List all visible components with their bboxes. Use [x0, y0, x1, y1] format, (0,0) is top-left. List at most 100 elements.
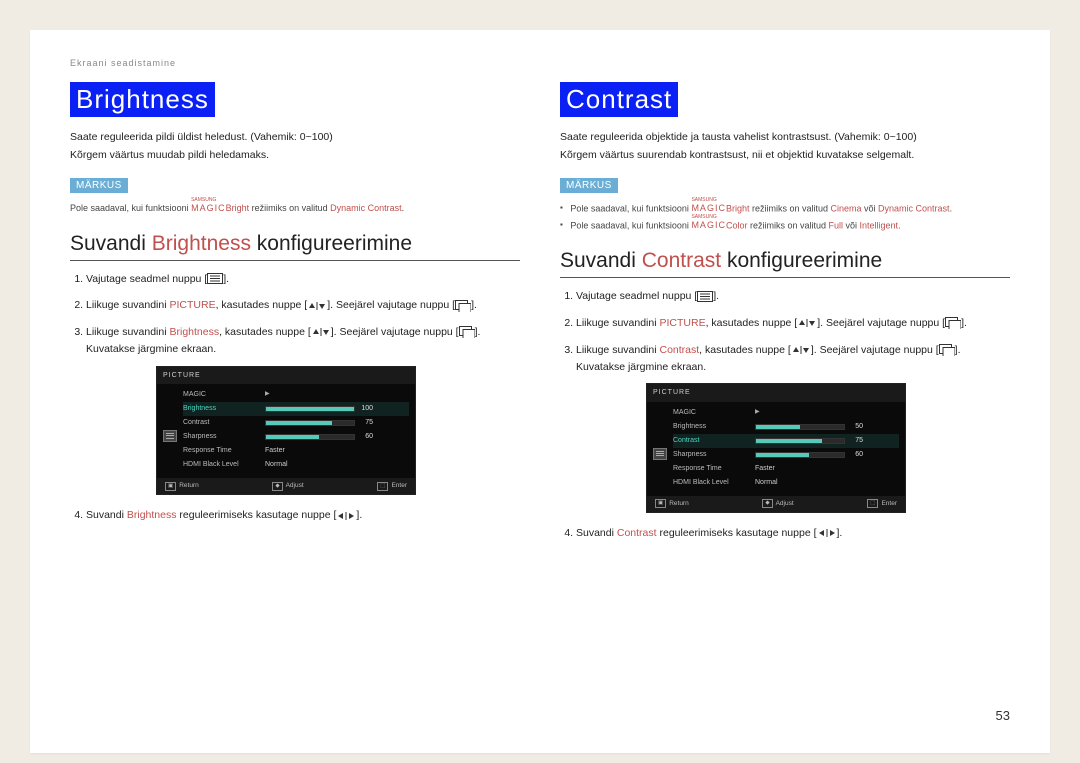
- text: , kasutades nuppe [: [706, 317, 798, 329]
- updown-icon: [791, 345, 811, 355]
- leftright-icon: [336, 511, 356, 521]
- text: Brightness: [127, 509, 177, 521]
- text: Kuvatakse järgmine ekraan.: [86, 343, 216, 355]
- text: MAGIC: [191, 203, 226, 213]
- text: Vajutage seadmel nuppu [: [576, 290, 697, 302]
- text: Suvandi: [86, 509, 127, 521]
- text: ].: [475, 326, 481, 338]
- text: Liikuge suvandini: [86, 299, 169, 311]
- osd-screenshot-left: PICTURE MAGIC▶Brightness100Contrast75Sha…: [156, 366, 416, 496]
- text: Vajutage seadmel nuppu [: [86, 273, 207, 285]
- text: MAGIC: [691, 220, 726, 230]
- text: Suvandi: [576, 527, 617, 539]
- note-line: Pole saadaval, kui funktsiooni SAMSUNGMA…: [560, 216, 1010, 233]
- text: Suvandi: [560, 249, 642, 272]
- text: Pole saadaval, kui funktsiooni: [70, 203, 191, 213]
- step-1: Vajutage seadmel nuppu [].: [576, 288, 1010, 305]
- intro-line-1: Saate reguleerida pildi üldist heledust.…: [70, 131, 333, 143]
- text: Contrast: [659, 344, 699, 356]
- text: või: [843, 220, 860, 230]
- text: Intelligent: [860, 220, 899, 230]
- text: , kasutades nuppe [: [219, 326, 311, 338]
- page-number: 53: [996, 708, 1010, 723]
- note-body: Pole saadaval, kui funktsiooni SAMSUNGMA…: [70, 199, 520, 216]
- text: konfigureerimine: [251, 232, 412, 255]
- text: PICTURE: [169, 299, 215, 311]
- enter-icon: [945, 317, 961, 329]
- text: Liikuge suvandini: [576, 344, 659, 356]
- text: ].: [471, 299, 477, 311]
- text: , kasutades nuppe [: [216, 299, 308, 311]
- text: ]. Seejärel vajutage nuppu [: [327, 299, 455, 311]
- note-line: Pole saadaval, kui funktsiooni SAMSUNGMA…: [560, 199, 1010, 216]
- text: Contrast: [617, 527, 657, 539]
- text: MAGIC: [691, 203, 726, 213]
- steps-list: Vajutage seadmel nuppu []. Liikuge suvan…: [70, 271, 520, 525]
- text: või: [862, 203, 879, 213]
- menu-icon: [697, 291, 713, 302]
- two-column-layout: Brightness Saate reguleerida pildi üldis…: [70, 82, 1010, 733]
- enter-icon: [459, 326, 475, 338]
- subheading: Suvandi Contrast konfigureerimine: [560, 249, 1010, 278]
- updown-icon: [311, 327, 331, 337]
- enter-icon: [455, 300, 471, 312]
- breadcrumb: Ekraani seadistamine: [70, 58, 1010, 68]
- intro-text: Saate reguleerida pildi üldist heledust.…: [70, 129, 520, 165]
- text: Brightness: [152, 232, 251, 255]
- text: reguleerimiseks kasutage nuppe [: [657, 527, 817, 539]
- subheading: Suvandi Brightness konfigureerimine: [70, 232, 520, 261]
- text: SAMSUNG: [691, 199, 726, 202]
- text: , kasutades nuppe [: [699, 344, 791, 356]
- text: Suvandi: [70, 232, 152, 255]
- text: ]. Seejärel vajutage nuppu [: [817, 317, 945, 329]
- step-4: Suvandi Contrast reguleerimiseks kasutag…: [576, 525, 1010, 542]
- text: Dynamic Contrast: [878, 203, 950, 213]
- text: Liikuge suvandini: [86, 326, 169, 338]
- text: ].: [961, 317, 967, 329]
- text: ].: [223, 273, 229, 285]
- text: Pole saadaval, kui funktsiooni: [570, 203, 691, 213]
- osd-screenshot-right: PICTURE MAGIC▶Brightness50Contrast75Shar…: [646, 383, 906, 513]
- text: SAMSUNG: [691, 216, 726, 219]
- text: Color: [726, 220, 748, 230]
- text: Cinema: [831, 203, 862, 213]
- text: .: [402, 203, 405, 213]
- text: ].: [356, 509, 362, 521]
- samsung-magic-label: SAMSUNGMAGIC: [191, 199, 226, 216]
- section-title-contrast: Contrast: [560, 82, 678, 117]
- text: Bright: [226, 203, 250, 213]
- text: Brightness: [169, 326, 219, 338]
- step-3: Liikuge suvandini Brightness, kasutades …: [86, 324, 520, 495]
- text: ].: [837, 527, 843, 539]
- menu-icon: [207, 273, 223, 284]
- intro-line-2: Kõrgem väärtus muudab pildi heledamaks.: [70, 149, 269, 161]
- note-badge: MÄRKUS: [560, 178, 618, 193]
- text: Kuvatakse järgmine ekraan.: [576, 361, 706, 373]
- samsung-magic-label: SAMSUNGMAGIC: [691, 216, 726, 233]
- intro-line-2: Kõrgem väärtus suurendab kontrastsust, n…: [560, 149, 914, 161]
- text: konfigureerimine: [721, 249, 882, 272]
- text: Bright: [726, 203, 750, 213]
- note-line: Pole saadaval, kui funktsiooni SAMSUNGMA…: [70, 203, 404, 213]
- step-2: Liikuge suvandini PICTURE, kasutades nup…: [86, 297, 520, 314]
- right-column: Contrast Saate reguleerida objektide ja …: [560, 82, 1010, 733]
- document-page: Ekraani seadistamine Brightness Saate re…: [30, 30, 1050, 753]
- step-4: Suvandi Brightness reguleerimiseks kasut…: [86, 507, 520, 524]
- step-2: Liikuge suvandini PICTURE, kasutades nup…: [576, 315, 1010, 332]
- text: režiimiks on valitud: [249, 203, 330, 213]
- text: PICTURE: [659, 317, 705, 329]
- text: Dynamic Contrast: [330, 203, 402, 213]
- updown-icon: [307, 301, 327, 311]
- text: režiimiks on valitud: [747, 220, 828, 230]
- intro-line-1: Saate reguleerida objektide ja tausta va…: [560, 131, 917, 143]
- text: Contrast: [642, 249, 721, 272]
- text: režiimiks on valitud: [749, 203, 830, 213]
- updown-icon: [797, 318, 817, 328]
- text: SAMSUNG: [191, 199, 226, 202]
- enter-icon: [939, 344, 955, 356]
- note-body: Pole saadaval, kui funktsiooni SAMSUNGMA…: [560, 199, 1010, 234]
- left-column: Brightness Saate reguleerida pildi üldis…: [70, 82, 520, 733]
- text: reguleerimiseks kasutage nuppe [: [176, 509, 336, 521]
- text: Liikuge suvandini: [576, 317, 659, 329]
- text: .: [898, 220, 901, 230]
